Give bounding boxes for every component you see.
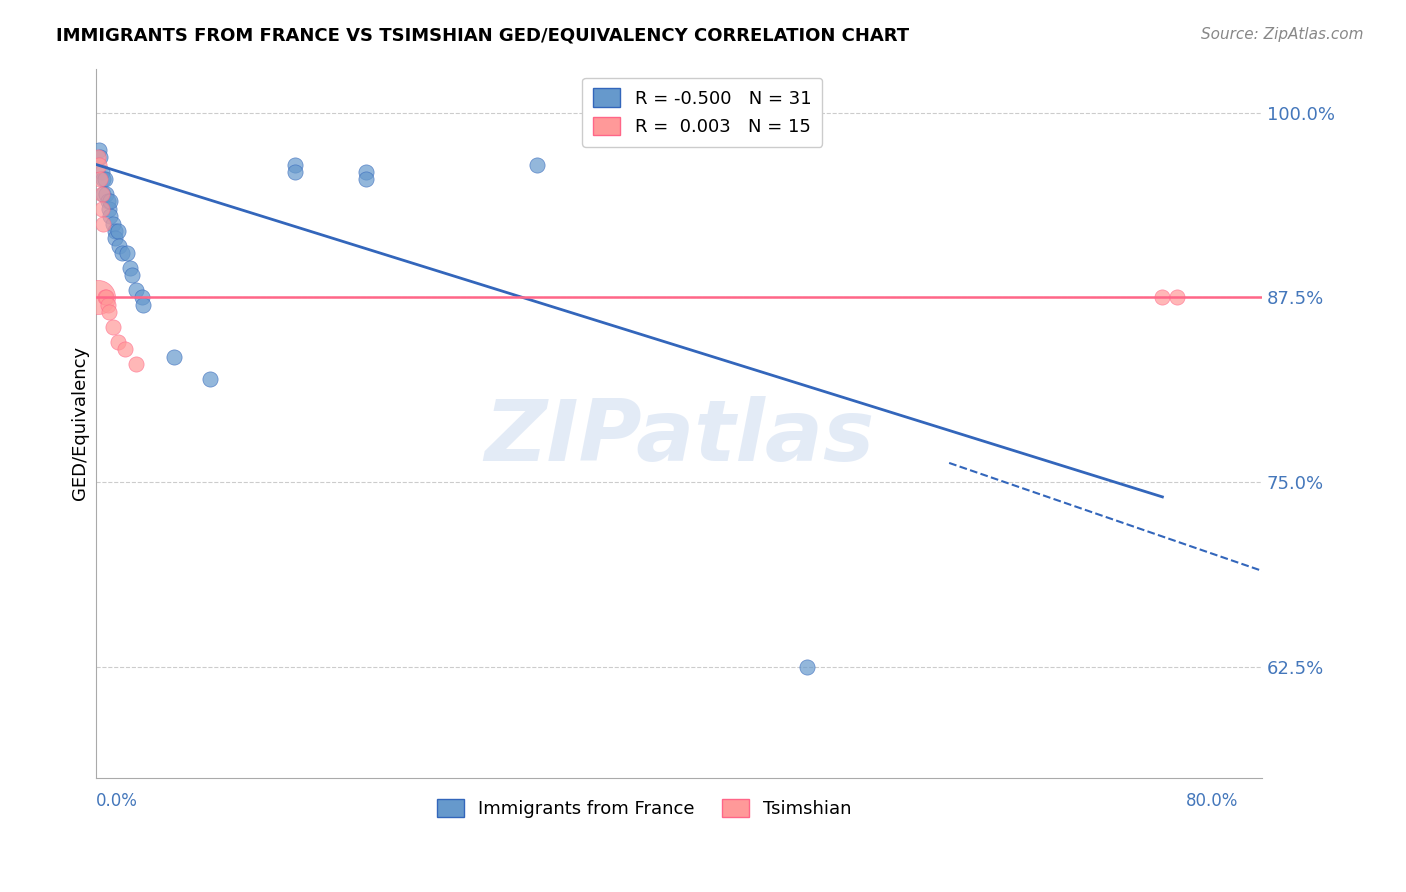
Point: [91, 217, 114, 231]
Point: [284, 157, 307, 171]
Point: [120, 260, 142, 275]
Point: [125, 357, 148, 371]
Point: [87, 143, 110, 157]
Text: ZIPatlas: ZIPatlas: [484, 396, 875, 479]
Point: [98, 305, 121, 319]
Point: [93, 290, 115, 304]
Point: [94, 290, 117, 304]
Point: [356, 165, 378, 179]
Point: [86, 290, 108, 304]
Point: [111, 246, 134, 260]
Point: [103, 217, 125, 231]
Point: [104, 231, 127, 245]
Point: [94, 187, 117, 202]
Point: [356, 172, 378, 186]
Point: [121, 268, 143, 283]
Point: [100, 209, 122, 223]
Point: [107, 334, 129, 349]
Point: [91, 172, 114, 186]
Point: [526, 157, 548, 171]
Point: [108, 239, 131, 253]
Point: [107, 224, 129, 238]
Point: [93, 172, 115, 186]
Point: [198, 372, 221, 386]
Point: [114, 342, 136, 356]
Point: [90, 187, 112, 202]
Point: [104, 224, 127, 238]
Point: [125, 283, 148, 297]
Legend: Immigrants from France, Tsimshian: Immigrants from France, Tsimshian: [429, 791, 859, 825]
Point: [96, 298, 118, 312]
Point: [90, 165, 112, 179]
Point: [96, 194, 118, 209]
Point: [103, 320, 125, 334]
Point: [796, 660, 818, 674]
Text: 0.0%: 0.0%: [96, 792, 138, 810]
Point: [284, 165, 307, 179]
Text: 80.0%: 80.0%: [1187, 792, 1239, 810]
Point: [1152, 290, 1174, 304]
Point: [89, 172, 111, 186]
Point: [86, 150, 108, 164]
Point: [132, 298, 155, 312]
Y-axis label: GED/Equivalency: GED/Equivalency: [72, 346, 89, 500]
Point: [89, 150, 111, 164]
Point: [163, 350, 186, 364]
Point: [90, 202, 112, 216]
Point: [100, 194, 122, 209]
Text: IMMIGRANTS FROM FRANCE VS TSIMSHIAN GED/EQUIVALENCY CORRELATION CHART: IMMIGRANTS FROM FRANCE VS TSIMSHIAN GED/…: [56, 27, 910, 45]
Point: [1166, 290, 1188, 304]
Point: [98, 202, 121, 216]
Point: [91, 187, 114, 202]
Point: [131, 290, 153, 304]
Text: Source: ZipAtlas.com: Source: ZipAtlas.com: [1201, 27, 1364, 42]
Point: [87, 157, 110, 171]
Point: [117, 246, 139, 260]
